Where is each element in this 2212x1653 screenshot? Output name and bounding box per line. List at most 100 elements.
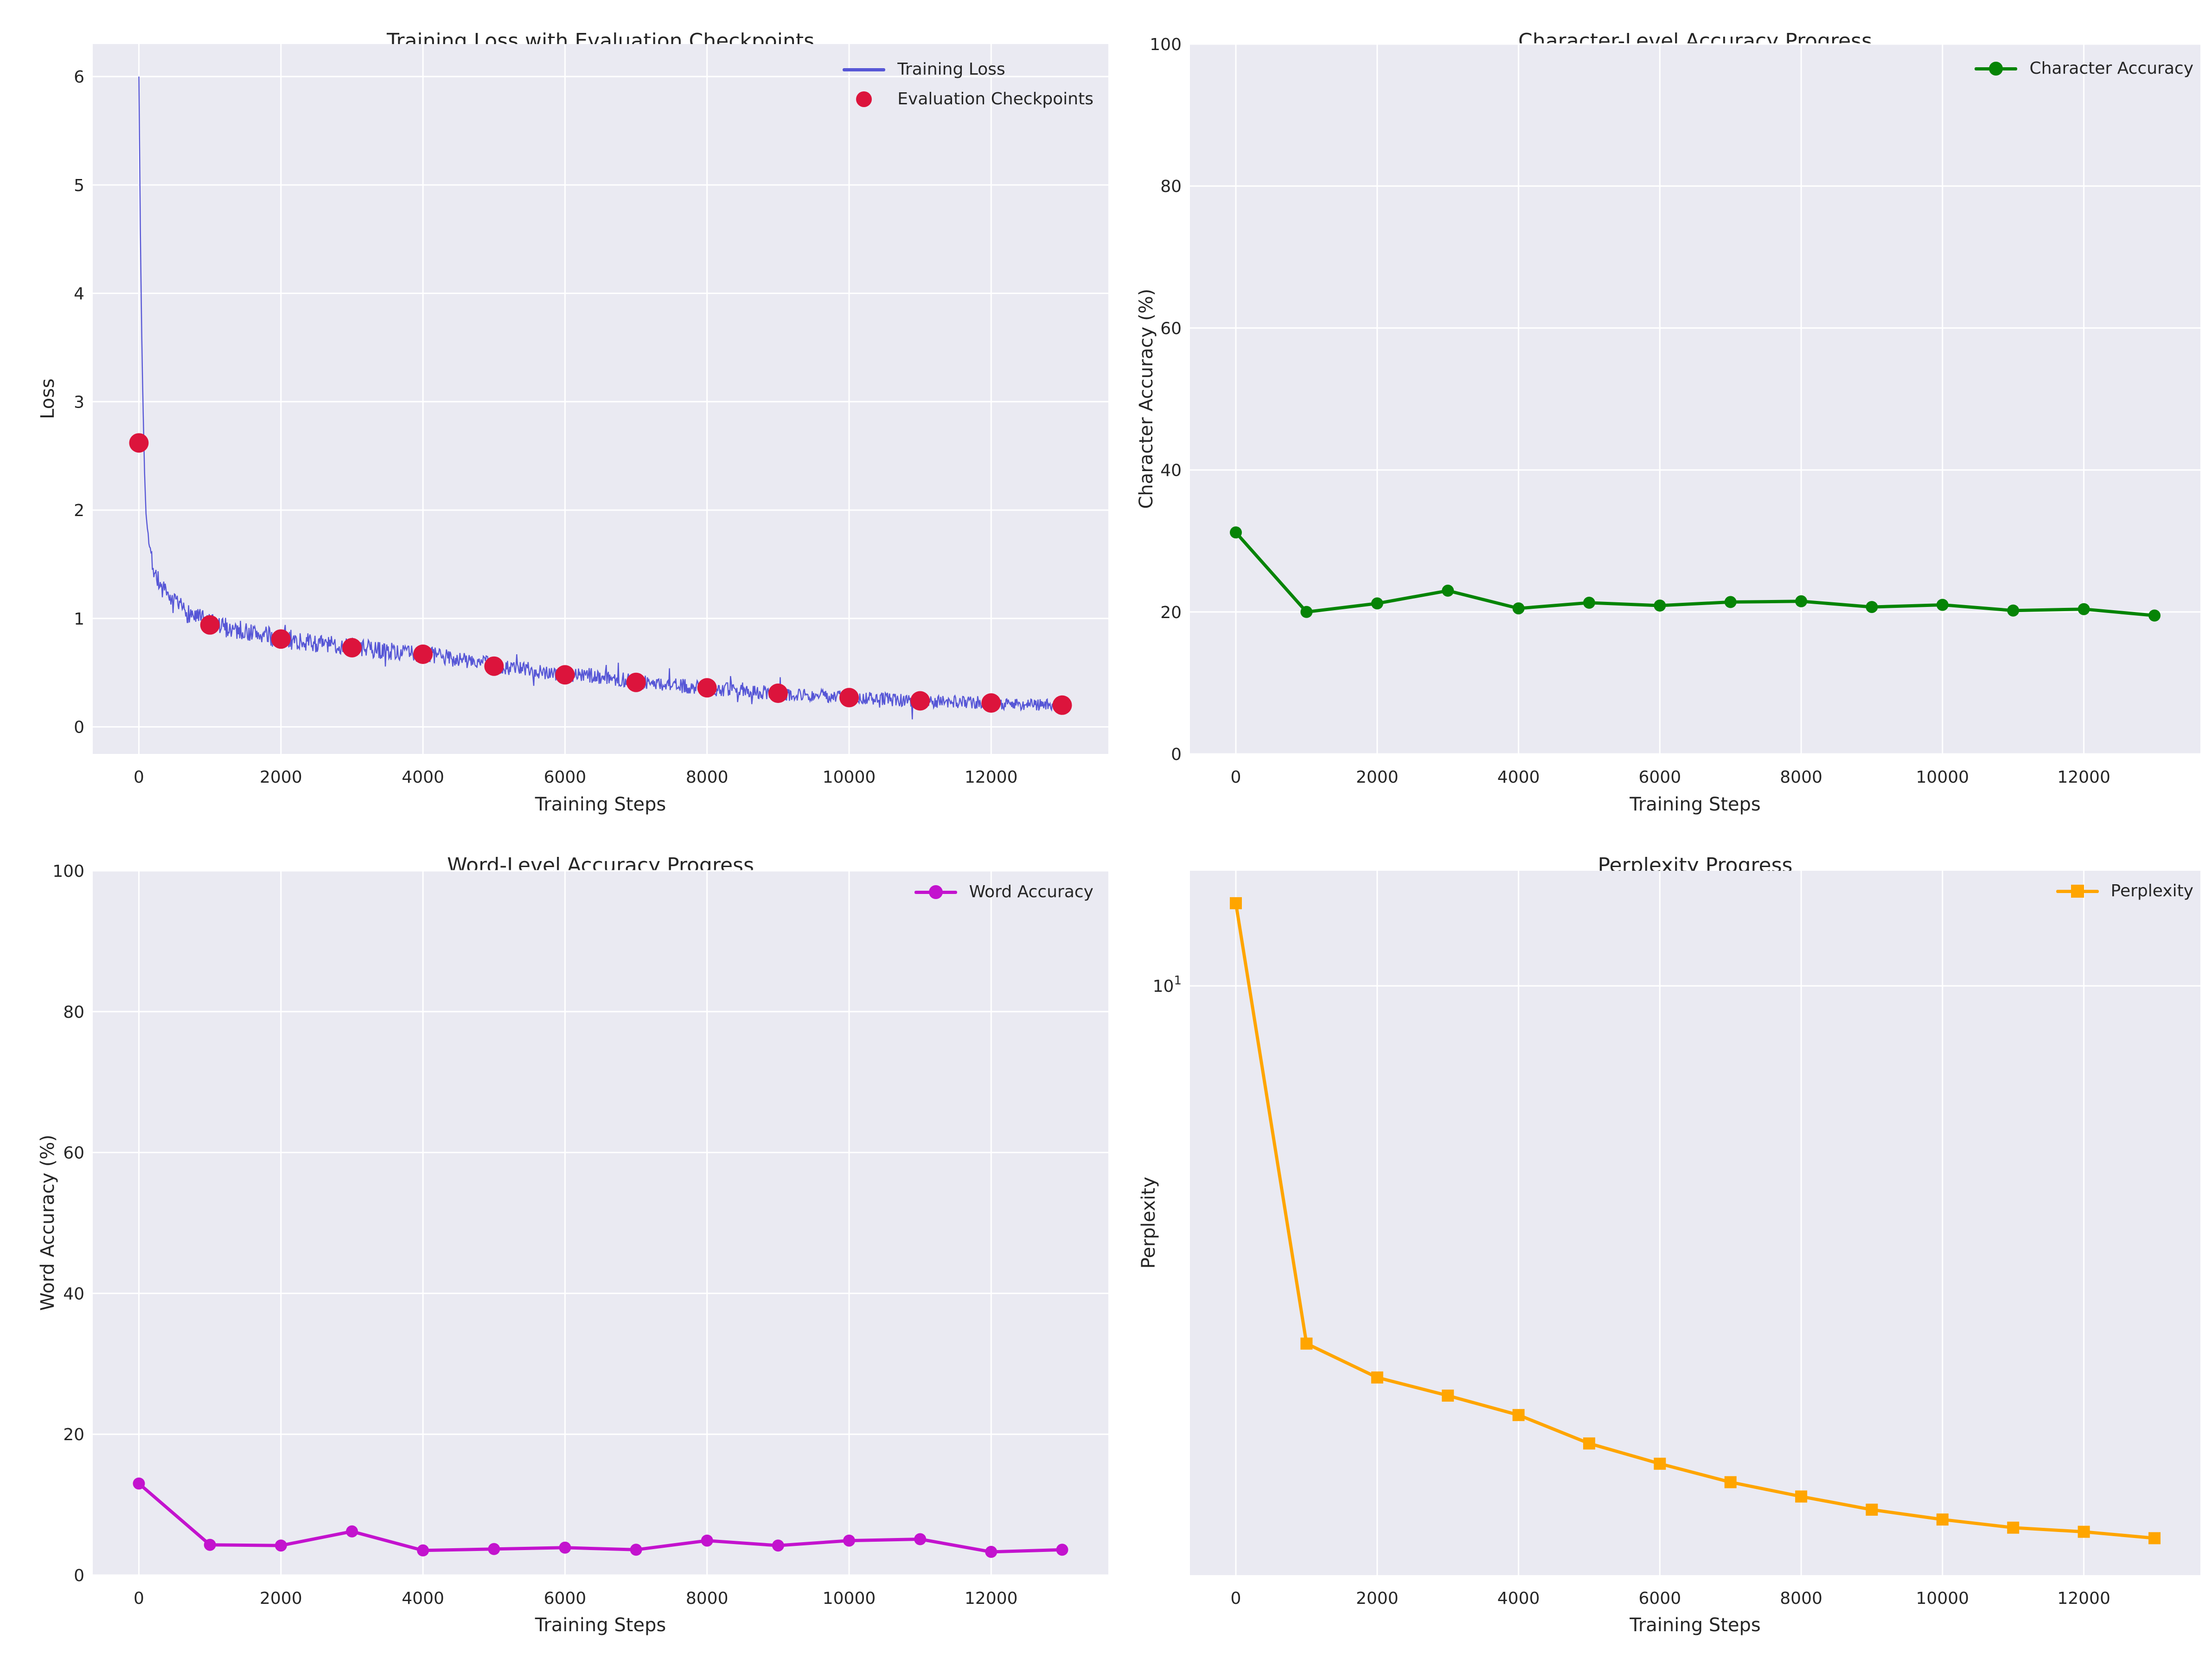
y-axis-label: Perplexity: [1138, 1176, 1159, 1269]
x-axis-label: Training Steps: [535, 794, 666, 815]
svg-text:10000: 10000: [1916, 1589, 1969, 1608]
svg-text:10000: 10000: [823, 1589, 876, 1608]
series-perplexity: [1230, 897, 2161, 1545]
svg-text:20: 20: [63, 1425, 84, 1444]
gridlines: [1190, 43, 2200, 755]
word-accuracy-legend-marker: [914, 882, 957, 902]
svg-text:6: 6: [74, 68, 84, 87]
svg-text:4000: 4000: [402, 768, 444, 787]
x-axis-label: Training Steps: [1630, 1615, 1761, 1636]
chart-title: Perplexity Progress: [1598, 853, 1793, 877]
svg-text:6000: 6000: [544, 768, 587, 787]
tick-labels: 0 2000 4000 6000 8000 10000 12000 0 20 40 60 80 100: [1150, 35, 2110, 787]
svg-text:4000: 4000: [1497, 768, 1540, 787]
legend: Perplexity: [2056, 879, 2193, 903]
perplexity-plot: 0 2000 4000 6000 8000 10000 12000 101: [1153, 871, 2200, 1608]
svg-text:12000: 12000: [965, 1589, 1018, 1608]
y-axis-label: Loss: [37, 378, 58, 419]
svg-text:60: 60: [1160, 319, 1182, 338]
svg-text:8000: 8000: [1780, 1589, 1822, 1608]
series-word-accuracy: [133, 1477, 1068, 1558]
legend-label: Evaluation Checkpoints: [897, 89, 1093, 108]
svg-text:12000: 12000: [2057, 1589, 2110, 1608]
svg-text:80: 80: [63, 1003, 84, 1022]
svg-text:0: 0: [134, 1589, 144, 1608]
svg-text:60: 60: [63, 1144, 84, 1163]
gridlines: [93, 44, 1108, 754]
series-training-loss: [138, 77, 1063, 720]
tick-labels: 0 2000 4000 6000 8000 10000 12000 0 20 40 60 80 100: [52, 862, 1017, 1608]
chart-title: Training Loss with Evaluation Checkpoint…: [386, 29, 815, 53]
legend-label: Character Accuracy: [2029, 59, 2193, 78]
svg-text:100: 100: [52, 862, 84, 881]
legend-item: Perplexity: [2056, 879, 2193, 903]
legend-label: Perplexity: [2110, 881, 2193, 900]
svg-text:12000: 12000: [965, 768, 1018, 787]
tick-labels: 0 2000 4000 6000 8000 10000 12000 101: [1153, 974, 2110, 1608]
svg-text:4000: 4000: [1497, 1589, 1540, 1608]
svg-text:20: 20: [1160, 603, 1182, 622]
legend-item: Evaluation Checkpoints: [843, 87, 1093, 111]
legend-item: Training Loss: [843, 57, 1005, 82]
svg-text:2: 2: [74, 501, 84, 520]
y-axis-label: Word Accuracy (%): [37, 1134, 58, 1311]
svg-text:0: 0: [1231, 1589, 1241, 1608]
legend-label: Word Accuracy: [969, 882, 1093, 901]
svg-text:0: 0: [1231, 768, 1241, 787]
svg-text:10000: 10000: [1916, 768, 1969, 787]
legend: Training Loss Evaluation Checkpoints: [843, 57, 1093, 111]
svg-text:8000: 8000: [686, 768, 729, 787]
legend: Character Accuracy: [1975, 57, 2193, 81]
legend-item: Word Accuracy: [914, 880, 1093, 904]
svg-text:6000: 6000: [544, 1589, 587, 1608]
svg-text:1: 1: [74, 610, 84, 629]
svg-text:12000: 12000: [2057, 768, 2110, 787]
svg-text:100: 100: [1150, 35, 1182, 54]
svg-text:5: 5: [74, 176, 84, 195]
svg-text:101: 101: [1153, 974, 1182, 996]
training-loss-legend-line: [843, 59, 886, 80]
svg-text:6000: 6000: [1638, 1589, 1681, 1608]
svg-text:0: 0: [74, 718, 84, 737]
svg-text:8000: 8000: [686, 1589, 729, 1608]
svg-text:40: 40: [63, 1284, 84, 1303]
evaluation-checkpoints-legend-dot: [843, 89, 885, 109]
legend-item: Character Accuracy: [1975, 57, 2193, 81]
chart-title: Word-Level Accuracy Progress: [447, 853, 754, 877]
chart-title: Character-Level Accuracy Progress: [1518, 29, 1873, 53]
svg-text:2000: 2000: [260, 1589, 302, 1608]
series-evaluation-checkpoints: [129, 433, 1072, 715]
character-accuracy-legend-marker: [1975, 58, 2018, 79]
y-axis-label: Character Accuracy (%): [1136, 288, 1157, 509]
legend: Word Accuracy: [914, 880, 1093, 904]
gridlines: [93, 870, 1108, 1576]
svg-text:2000: 2000: [1356, 1589, 1399, 1608]
character-accuracy-plot: 0 2000 4000 6000 8000 10000 12000 0 20 40 60 80 100: [1150, 35, 2200, 787]
svg-text:10000: 10000: [823, 768, 876, 787]
svg-text:2000: 2000: [1356, 768, 1399, 787]
svg-text:8000: 8000: [1780, 768, 1822, 787]
series-character-accuracy: [1230, 526, 2161, 622]
svg-text:3: 3: [74, 393, 84, 412]
svg-text:4: 4: [74, 285, 84, 304]
plot-background: [93, 871, 1108, 1575]
training-loss-plot: 0 2000 4000 6000 8000 10000 12000 0 1 2 3 4 5 6: [74, 44, 1108, 787]
legend-label: Training Loss: [897, 60, 1005, 79]
x-axis-label: Training Steps: [535, 1615, 666, 1636]
tick-labels: 0 2000 4000 6000 8000 10000 12000 0 1 2 3 4 5 6: [74, 68, 1017, 787]
plot-background: [93, 44, 1108, 754]
plot-background: [1190, 871, 2200, 1575]
svg-text:0: 0: [74, 1566, 84, 1585]
svg-text:80: 80: [1160, 177, 1182, 196]
svg-text:0: 0: [1171, 745, 1182, 764]
svg-text:40: 40: [1160, 461, 1182, 480]
svg-text:4000: 4000: [402, 1589, 444, 1608]
word-accuracy-plot: 0 2000 4000 6000 8000 10000 12000 0 20 40 60 80 100: [52, 862, 1108, 1608]
perplexity-legend-marker: [2056, 881, 2099, 901]
svg-text:6000: 6000: [1638, 768, 1681, 787]
x-axis-label: Training Steps: [1630, 794, 1761, 815]
